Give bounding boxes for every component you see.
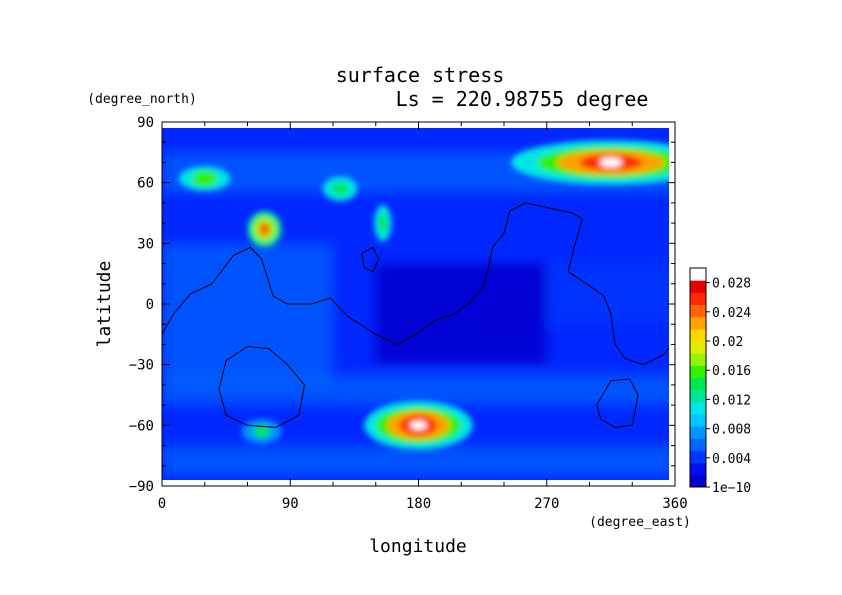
x-tick-label: 270	[534, 496, 559, 512]
x-tick-label: 90	[282, 496, 299, 512]
chart-subtitle: Ls = 220.98755 degree	[396, 87, 649, 111]
colorbar: 1e−10 0.004 0.008 0.012 0.016 0.02 0.024 0.028	[689, 267, 751, 496]
colorbar-tick-label: 0.028	[712, 277, 751, 292]
field-band	[162, 243, 333, 385]
coastline-contour	[361, 246, 380, 273]
y-tick-label: −90	[129, 479, 154, 495]
colorbar-swatch	[690, 450, 706, 464]
feature-southern-jet	[409, 420, 428, 430]
x-tick-label: 180	[406, 496, 431, 512]
field-band	[162, 445, 669, 476]
colorbar-swatch	[690, 292, 706, 305]
x-axis: 0 90 180 270 360	[158, 122, 688, 512]
feature-mid-lat-hotspot	[258, 222, 271, 237]
colorbar-swatch	[690, 365, 706, 378]
x-axis-label: longitude	[369, 536, 467, 557]
feature-nw-jet	[191, 170, 218, 187]
colorbar-tick-label: 0.02	[712, 335, 743, 350]
feature-north-blob-2	[378, 213, 388, 234]
y-tick-label: 0	[146, 297, 154, 313]
colorbar-swatch	[690, 316, 706, 330]
y-units: (degree_north)	[87, 92, 197, 107]
field-features	[179, 140, 669, 450]
colorbar-frame	[689, 267, 707, 488]
colorbar-swatch	[690, 353, 706, 366]
colorbar-tick-label: 0.004	[712, 452, 751, 467]
y-axis-label: latitude	[94, 261, 115, 348]
colorbar-swatch	[690, 438, 706, 451]
y-tick-label: 90	[137, 115, 154, 131]
colorbar-tick-label: 0.024	[712, 306, 751, 321]
coastline-contours	[162, 202, 669, 428]
colorbar-swatch	[690, 268, 706, 281]
x-units: (degree_east)	[589, 515, 691, 530]
colorbar-swatch	[690, 474, 706, 488]
colorbar-tick-label: 0.012	[712, 393, 751, 408]
x-tick-label: 360	[662, 496, 687, 512]
colorbar-swatch	[690, 377, 706, 391]
colorbar-swatch	[690, 304, 706, 318]
colorbar-tick-label: 0.008	[712, 423, 751, 438]
colorbar-tick-label: 0.016	[712, 364, 751, 379]
y-tick-label: 60	[137, 176, 154, 192]
coastline-contour	[162, 202, 669, 366]
colorbar-swatch	[690, 280, 706, 293]
feature-south-blob	[253, 425, 271, 438]
y-tick-label: 30	[137, 236, 154, 252]
feature-northern-polar-jet	[599, 157, 623, 168]
heatmap-field	[162, 128, 669, 480]
colorbar-swatch	[690, 341, 706, 354]
colorbar-swatch	[690, 389, 706, 403]
colorbar-swatch	[690, 414, 706, 427]
y-axis: 90 60 30 0 −30 −60 −90	[129, 115, 675, 495]
feature-north-blob	[331, 182, 349, 195]
y-tick-label: −60	[129, 418, 154, 434]
colorbar-swatch	[690, 462, 706, 476]
colorbar-swatch	[690, 401, 706, 415]
coastline-contour	[596, 378, 639, 428]
chart-title: surface stress	[336, 63, 505, 87]
field-band	[375, 263, 547, 365]
y-tick-label: −30	[129, 358, 154, 374]
colorbar-tick-label: 1e−10	[712, 481, 751, 496]
x-tick-label: 0	[158, 496, 166, 512]
coastline-contour	[218, 345, 306, 428]
field-band	[162, 374, 669, 406]
colorbar-swatch	[690, 328, 706, 342]
colorbar-swatch	[690, 426, 706, 439]
